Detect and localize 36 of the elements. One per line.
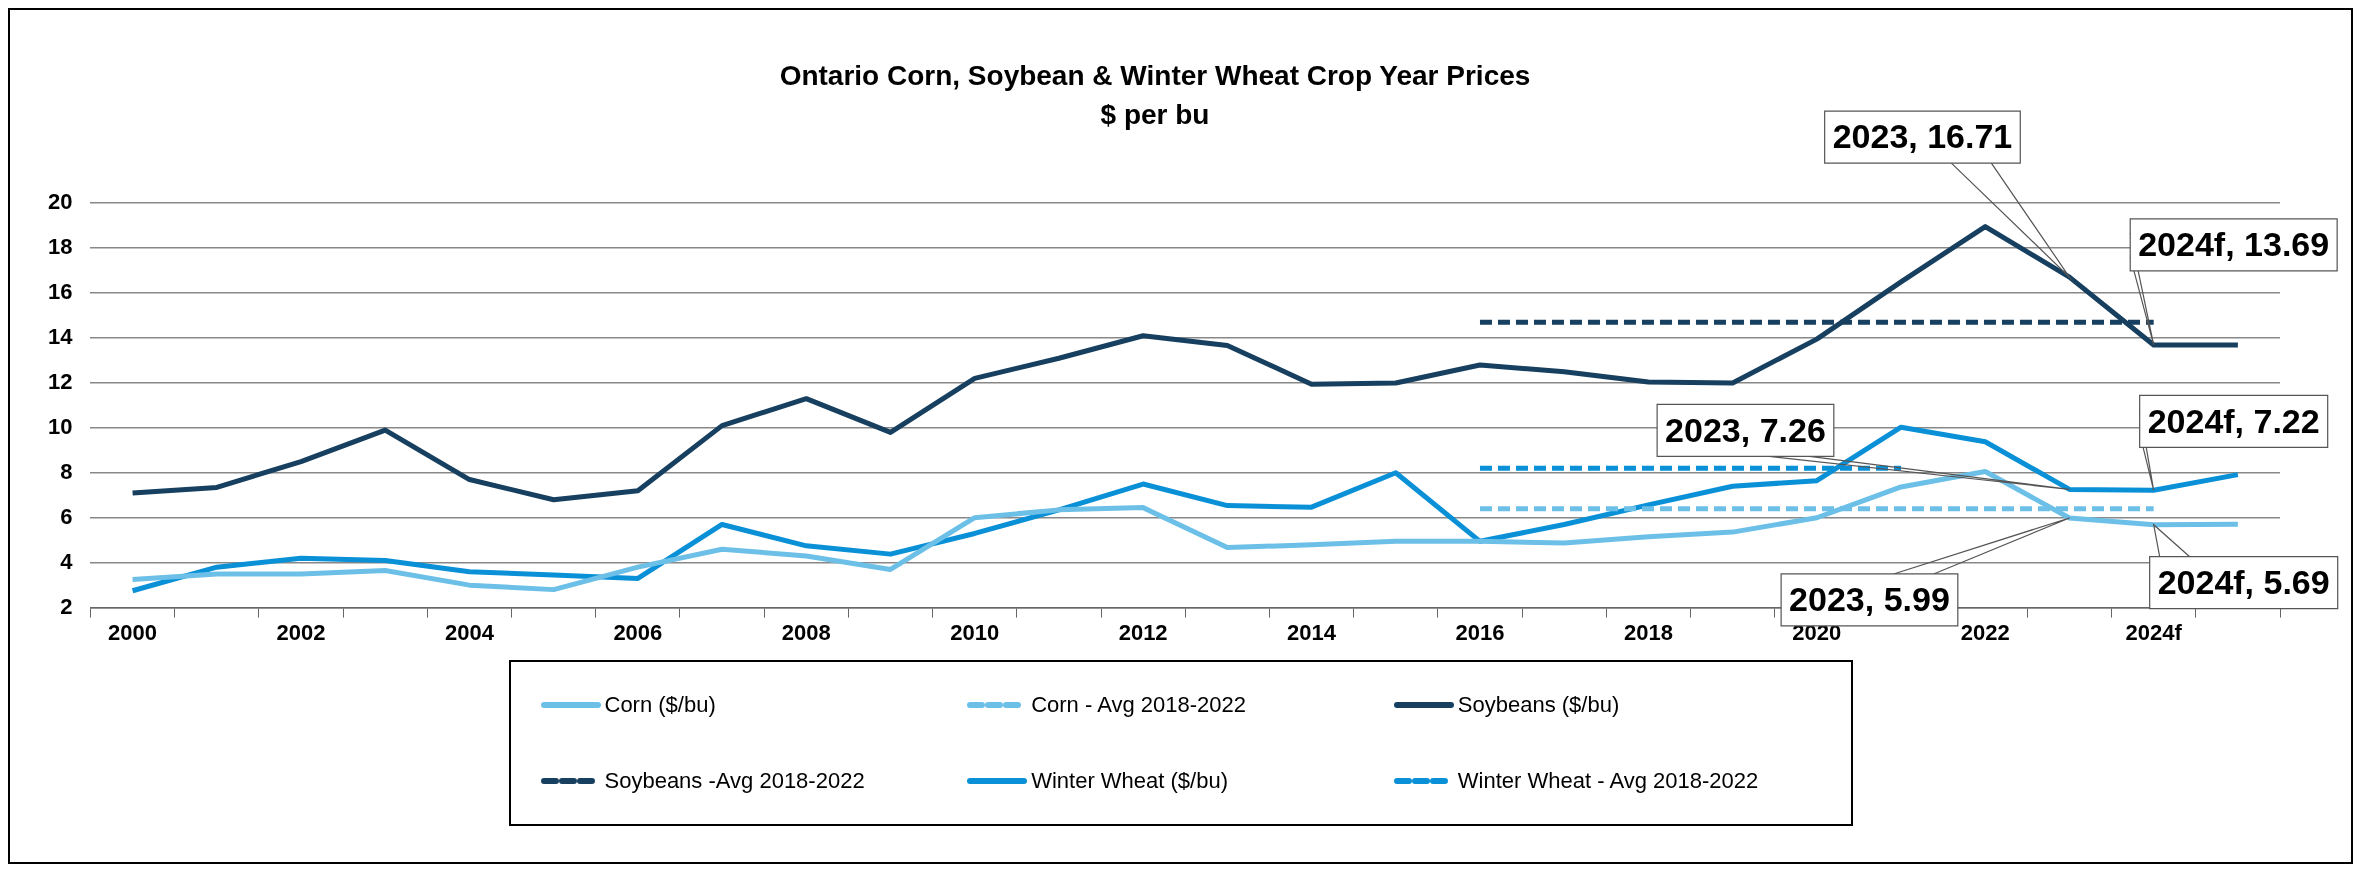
chart-subtitle: $ per bu xyxy=(1100,99,1210,131)
y-tick-label: 18 xyxy=(47,234,73,260)
x-tick-label: 2018 xyxy=(1623,619,1673,645)
legend-label: Soybeans ($/bu) xyxy=(1457,692,1620,718)
annotation: 2023, 7.26 xyxy=(1665,410,1826,449)
annotation: 2024f, 5.69 xyxy=(2157,563,2330,602)
x-tick-label: 2024f xyxy=(2125,619,2183,645)
y-tick-label: 4 xyxy=(60,548,74,574)
y-tick-label: 10 xyxy=(47,413,73,439)
y-tick-label: 2 xyxy=(60,593,73,619)
x-tick-label: 2012 xyxy=(1118,619,1168,645)
x-tick-label: 2022 xyxy=(1960,619,2010,645)
annotation: 2024f, 7.22 xyxy=(2147,401,2320,440)
x-tick-label: 2016 xyxy=(1455,619,1505,645)
y-tick-label: 16 xyxy=(47,279,73,305)
annotation: 2024f, 13.69 xyxy=(2138,225,2330,264)
text: 2023, 16.71 xyxy=(1832,117,2013,156)
y-tick-label: 8 xyxy=(60,458,73,484)
y-tick-label: 6 xyxy=(60,503,73,529)
legend-label: Winter Wheat ($/bu) xyxy=(1031,768,1228,794)
y-tick-label: 14 xyxy=(47,324,74,350)
annotation: 2023, 5.99 xyxy=(1789,580,1950,619)
legend-label: Corn ($/bu) xyxy=(604,692,716,718)
y-tick-label: 20 xyxy=(47,189,73,215)
chart-title: Ontario Corn, Soybean & Winter Wheat Crop Year Prices xyxy=(779,59,1531,91)
x-tick-label: 2008 xyxy=(781,619,831,645)
x-tick-label: 2002 xyxy=(276,619,326,645)
legend-label: Corn - Avg 2018-2022 xyxy=(1031,692,1247,718)
x-tick-label: 2004 xyxy=(444,619,495,645)
legend-label: Winter Wheat - Avg 2018-2022 xyxy=(1457,768,1759,794)
x-tick-label: 2000 xyxy=(108,619,158,645)
x-tick-label: 2006 xyxy=(613,619,663,645)
legend-label: Soybeans -Avg 2018-2022 xyxy=(604,768,865,794)
x-tick-label: 2010 xyxy=(950,619,1000,645)
x-tick-label: 2014 xyxy=(1287,619,1337,645)
y-tick-label: 12 xyxy=(47,369,73,394)
